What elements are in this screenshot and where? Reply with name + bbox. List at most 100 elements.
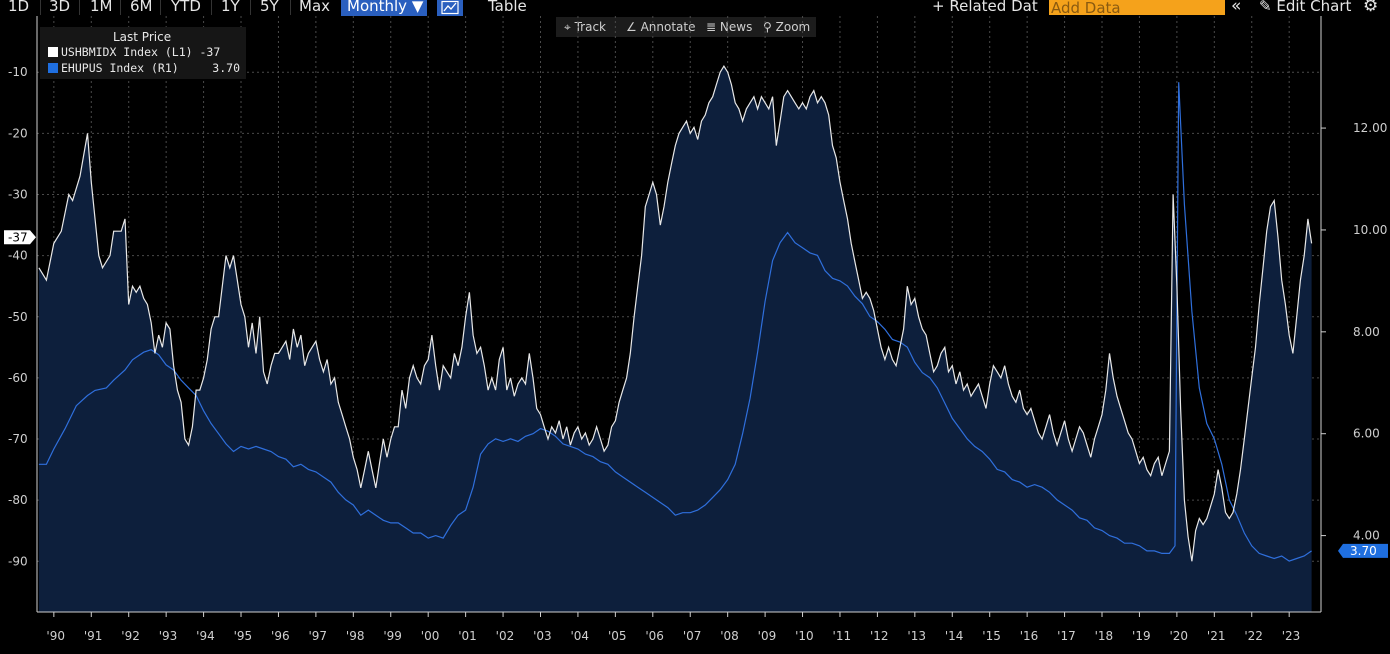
x-tick-label: '97 bbox=[308, 629, 327, 643]
x-tick-label: '96 bbox=[271, 629, 290, 643]
right-tick-label: 6.00 bbox=[1353, 427, 1380, 441]
series-area-ushbmidx bbox=[38, 66, 1312, 613]
x-tick-label: '10 bbox=[795, 629, 814, 643]
right-last-value-marker bbox=[1338, 543, 1388, 558]
range-1y-button[interactable]: 1Y bbox=[221, 0, 240, 15]
zoom-button[interactable]: ⚲ Zoom bbox=[763, 20, 810, 34]
left-last-value-marker bbox=[4, 230, 36, 245]
x-tick-label: '15 bbox=[982, 629, 1001, 643]
annotate-button[interactable]: ∠ Annotate bbox=[626, 20, 696, 34]
toolbar: 1D 3D 1M 6M YTD 1Y 5Y Max Monthly ▼ Tabl… bbox=[0, 0, 1390, 16]
legend-value: -37 bbox=[199, 45, 221, 59]
divider bbox=[211, 0, 212, 15]
x-tick-label: '05 bbox=[608, 629, 627, 643]
right-tick-label: 12.00 bbox=[1353, 121, 1387, 135]
right-tick-label: 10.00 bbox=[1353, 223, 1387, 237]
track-button[interactable]: ⌖ Track bbox=[564, 20, 606, 35]
crosshair-icon: ⌖ bbox=[564, 20, 571, 34]
x-tick-label: '13 bbox=[907, 629, 926, 643]
x-tick-label: '12 bbox=[870, 629, 889, 643]
legend-swatch bbox=[48, 63, 58, 73]
right-tick-label: 8.00 bbox=[1353, 325, 1380, 339]
axes bbox=[36, 16, 1322, 613]
left-tick-label: -40 bbox=[8, 249, 28, 263]
edit-chart-button[interactable]: ✎ Edit Chart bbox=[1259, 0, 1352, 15]
related-data-button[interactable]: + Related Dat bbox=[932, 0, 1038, 15]
x-tick-label: '09 bbox=[758, 629, 777, 643]
left-tick-label: -50 bbox=[8, 310, 28, 324]
annotate-label: Annotate bbox=[640, 20, 696, 34]
right-axis-labels: 4.00 6.00 8.00 10.00 12.00 bbox=[1321, 121, 1387, 543]
period-label: Monthly ▼ bbox=[347, 0, 424, 15]
period-dropdown[interactable]: Monthly ▼ bbox=[341, 0, 427, 16]
range-1m-button[interactable]: 1M bbox=[90, 0, 113, 15]
x-tick-label: '20 bbox=[1169, 629, 1188, 643]
gear-icon[interactable]: ⚙ bbox=[1363, 0, 1379, 16]
legend-label: EHUPUS Index (R1) bbox=[61, 61, 179, 75]
news-icon: ≣ bbox=[706, 20, 717, 34]
legend-label: USHBMIDX Index (L1) bbox=[61, 45, 193, 59]
add-data-input[interactable] bbox=[1049, 0, 1225, 15]
x-tick-label: '07 bbox=[683, 629, 702, 643]
x-tick-label: '93 bbox=[159, 629, 178, 643]
track-label: Track bbox=[574, 20, 606, 34]
range-ytd-button[interactable]: YTD bbox=[171, 0, 201, 15]
divider bbox=[40, 0, 41, 15]
collapse-icon[interactable]: « bbox=[1231, 0, 1242, 16]
divider bbox=[290, 0, 291, 15]
line-chart-icon bbox=[441, 0, 459, 15]
x-tick-label: '23 bbox=[1282, 629, 1301, 643]
x-tick-label: '14 bbox=[945, 629, 964, 643]
range-max-button[interactable]: Max bbox=[299, 0, 331, 15]
x-tick-label: '06 bbox=[645, 629, 664, 643]
legend: Last Price USHBMIDX Index (L1) -37 EHUPU… bbox=[40, 27, 246, 79]
x-tick-label: '94 bbox=[196, 629, 215, 643]
x-tick-label: '95 bbox=[234, 629, 253, 643]
table-button[interactable]: Table bbox=[488, 0, 527, 15]
left-axis-labels: -10 -20 -30 -40 -50 -60 -70 -80 -90 bbox=[8, 65, 28, 568]
left-tick-label: -80 bbox=[8, 493, 28, 507]
x-tick-label: '02 bbox=[496, 629, 515, 643]
legend-value: 3.70 bbox=[212, 61, 240, 75]
series-line-ushbmidx bbox=[38, 64, 1313, 562]
last-value-markers: -37 3.70 bbox=[4, 230, 1388, 558]
legend-heading: Last Price bbox=[113, 30, 172, 44]
left-tick-label: -70 bbox=[8, 432, 28, 446]
chart-subtoolbar: ⌖ Track ∠ Annotate ≣ News ⚲ Zoom bbox=[556, 17, 816, 37]
x-tick-label: '08 bbox=[720, 629, 739, 643]
legend-swatch bbox=[48, 47, 58, 57]
range-1d-button[interactable]: 1D bbox=[8, 0, 30, 15]
x-tick-label: '03 bbox=[533, 629, 552, 643]
x-tick-label: '90 bbox=[46, 629, 65, 643]
left-tick-label: -10 bbox=[8, 65, 28, 79]
x-tick-label: '21 bbox=[1207, 629, 1226, 643]
x-tick-label: '00 bbox=[421, 629, 440, 643]
left-tick-label: -60 bbox=[8, 371, 28, 385]
left-last-value-label: -37 bbox=[8, 230, 28, 244]
legend-item-ushbmidx[interactable]: USHBMIDX Index (L1) -37 bbox=[48, 45, 220, 59]
range-3d-button[interactable]: 3D bbox=[49, 0, 71, 15]
range-5y-button[interactable]: 5Y bbox=[260, 0, 279, 15]
x-tick-label: '11 bbox=[833, 629, 852, 643]
left-tick-label: -20 bbox=[8, 126, 28, 140]
x-axis-labels: '90 '91 '92 '93 '94 '95 '96 '97 '98 '99 '00 '01 '02 '… bbox=[46, 612, 1300, 643]
news-button[interactable]: ≣ News bbox=[706, 20, 752, 34]
left-tick-label: -90 bbox=[8, 554, 28, 568]
range-6m-button[interactable]: 6M bbox=[130, 0, 153, 15]
x-tick-label: '92 bbox=[121, 629, 140, 643]
right-tick-label: 4.00 bbox=[1353, 529, 1380, 543]
pencil-icon: ∠ bbox=[626, 20, 637, 34]
chart-type-button[interactable] bbox=[437, 0, 463, 16]
divider bbox=[250, 0, 251, 15]
magnifier-icon: ⚲ bbox=[763, 20, 772, 34]
zoom-label: Zoom bbox=[775, 20, 811, 34]
x-tick-label: '99 bbox=[383, 629, 402, 643]
x-tick-label: '98 bbox=[346, 629, 365, 643]
series-line-ehupus bbox=[38, 82, 1312, 562]
x-tick-label: '16 bbox=[1020, 629, 1039, 643]
divider bbox=[160, 0, 161, 15]
legend-item-ehupus[interactable]: EHUPUS Index (R1) 3.70 bbox=[48, 61, 240, 75]
x-tick-label: '18 bbox=[1095, 629, 1114, 643]
divider bbox=[79, 0, 80, 15]
